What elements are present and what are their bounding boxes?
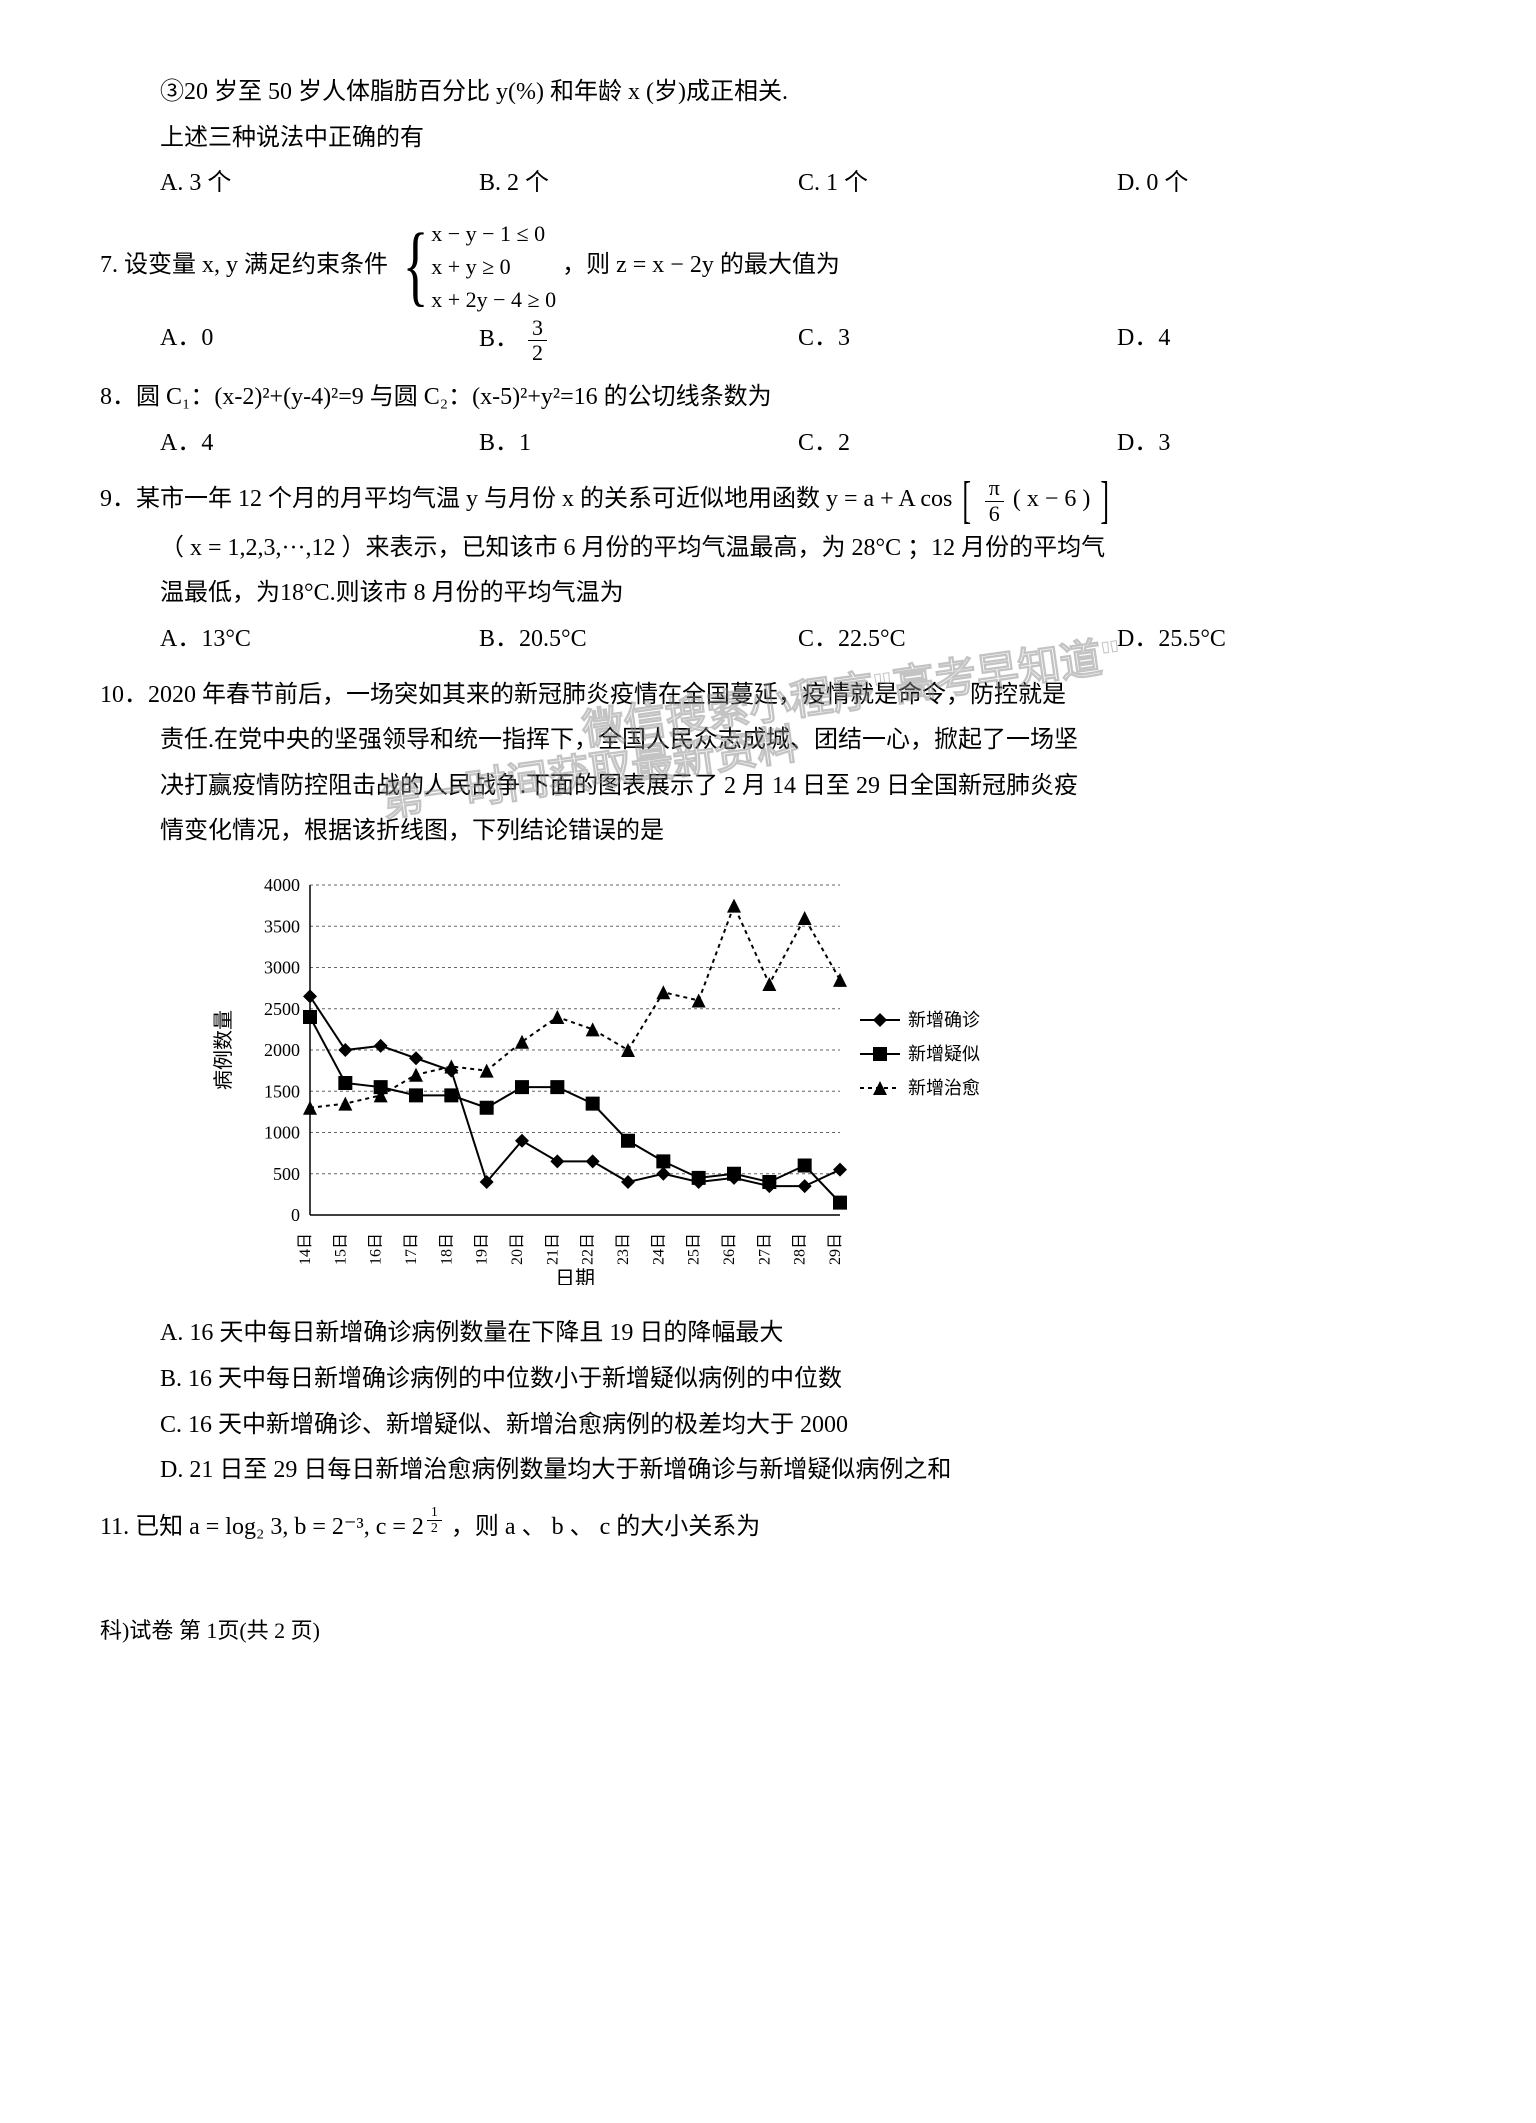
q6-choice-b: B. 2 个: [479, 161, 798, 207]
svg-text:26日: 26日: [721, 1233, 738, 1265]
q11-exp: 12: [427, 1505, 442, 1537]
q10: 10．2020 年春节前后，一场突如其来的新冠肺炎疫情在全国蔓延，疫情就是命令，…: [100, 673, 1436, 1494]
left-brace-icon: {: [403, 228, 429, 305]
svg-text:新增治愈: 新增治愈: [908, 1078, 980, 1098]
svg-text:16日: 16日: [368, 1233, 385, 1265]
svg-text:3500: 3500: [264, 916, 300, 936]
q9: 9．某市一年 12 个月的月平均气温 y 与月份 x 的关系可近似地用函数 y …: [100, 476, 1436, 525]
q7-choices: A．0 B． 3 2 C．3 D．4: [160, 316, 1436, 365]
q10-choice-d: D. 21 日至 29 日每日新增治愈病例数量均大于新增确诊与新增疑似病例之和: [160, 1448, 1436, 1494]
q10-l2: 责任.在党中央的坚强领导和统一指挥下，全国人民众志成城、团结一心，掀起了一场坚: [160, 718, 1436, 764]
q9-choice-d: D．25.5°C: [1117, 617, 1436, 663]
svg-text:14日: 14日: [297, 1233, 314, 1265]
q6-stmt3: ③20 岁至 50 岁人体脂肪百分比 y(%) 和年龄 x (岁)成正相关.: [160, 70, 1436, 116]
q9-choices: A．13°C B．20.5°C C．22.5°C D．25.5°C: [160, 617, 1436, 663]
q6-choice-a: A. 3 个: [160, 161, 479, 207]
q9-line2: （ x = 1,2,3,···,12 ）来表示，已知该市 6 月份的平均气温最高…: [160, 526, 1436, 572]
q8-choice-c: C．2: [798, 421, 1117, 467]
page-footer: 科)试卷 第 1页(共 2 页): [100, 1610, 1436, 1652]
svg-text:27日: 27日: [756, 1233, 773, 1265]
svg-text:2000: 2000: [264, 1040, 300, 1060]
q7: 7. 设变量 x, y 满足约束条件 { x − y − 1 ≤ 0 x + y…: [100, 217, 1436, 316]
q9-inside: ( x − 6 ): [1013, 487, 1091, 513]
q6-prompt: 上述三种说法中正确的有: [160, 116, 1436, 162]
q6-choice-c: C. 1 个: [798, 161, 1117, 207]
q7-choice-a: A．0: [160, 316, 479, 365]
svg-text:日期: 日期: [555, 1268, 595, 1285]
q7-c2: x + y ≥ 0: [431, 250, 556, 283]
q10-l1: 10．2020 年春节前后，一场突如其来的新冠肺炎疫情在全国蔓延，疫情就是命令，…: [100, 673, 1436, 719]
q9-lead: 9．某市一年 12 个月的月平均气温 y 与月份 x 的关系可近似地用函数 y …: [100, 487, 952, 513]
svg-text:28日: 28日: [792, 1233, 809, 1265]
q7-b-frac: 3 2: [528, 316, 547, 365]
q10-l4: 情变化情况，根据该折线图，下列结论错误的是: [160, 809, 1436, 855]
svg-text:新增疑似: 新增疑似: [908, 1044, 980, 1064]
svg-text:新增确诊: 新增确诊: [908, 1010, 980, 1030]
svg-text:24日: 24日: [650, 1233, 667, 1265]
svg-text:500: 500: [273, 1164, 300, 1184]
epidemic-chart: 0 500 1000 1500 2000 2500 3000 3500 4000 病例数量 14日 1…: [200, 865, 1020, 1302]
q11: 11. 已知 a = log₂ 3, b = 2⁻³, c = 212 ，则 a…: [100, 1504, 1436, 1551]
q7-tail: ，则 z = x − 2y 的最大值为: [562, 252, 840, 278]
svg-text:21日: 21日: [544, 1233, 561, 1265]
q8-choice-a: A．4: [160, 421, 479, 467]
q8-choice-b: B．1: [479, 421, 798, 467]
exam-page: ③20 岁至 50 岁人体脂肪百分比 y(%) 和年龄 x (岁)成正相关. 上…: [0, 0, 1536, 1692]
q8-choice-d: D．3: [1117, 421, 1436, 467]
svg-text:29日: 29日: [827, 1233, 844, 1265]
svg-text:19日: 19日: [474, 1233, 491, 1265]
svg-text:20日: 20日: [509, 1233, 526, 1265]
q11-left: 11. 已知 a = log₂ 3, b = 2⁻³, c = 2: [100, 1514, 424, 1540]
q9-choice-c: C．22.5°C: [798, 617, 1117, 663]
svg-text:1500: 1500: [264, 1081, 300, 1101]
svg-text:17日: 17日: [403, 1233, 420, 1265]
q11-right: ，则 a 、 b 、 c 的大小关系为: [451, 1514, 760, 1540]
q9-frac: π 6: [985, 476, 1004, 525]
q7-b-num: 3: [528, 316, 547, 341]
left-bracket-icon: [: [963, 478, 972, 525]
q7-choice-d: D．4: [1117, 316, 1436, 365]
q8-text: 8．圆 C₁：(x-2)²+(y-4)²=9 与圆 C₂：(x-5)²+y²=1…: [100, 375, 1436, 421]
q11-exp-num: 1: [427, 1505, 442, 1521]
q7-b-pre: B．: [479, 326, 519, 352]
q7-c3: x + 2y − 4 ≥ 0: [431, 283, 556, 316]
q7-constraints: { x − y − 1 ≤ 0 x + y ≥ 0 x + 2y − 4 ≥ 0: [394, 217, 556, 316]
q9-frac-num: π: [985, 476, 1004, 501]
svg-text:2500: 2500: [264, 999, 300, 1019]
chart-svg: 0 500 1000 1500 2000 2500 3000 3500 4000 病例数量 14日 1…: [200, 865, 1020, 1285]
q10-choice-b: B. 16 天中每日新增确诊病例的中位数小于新增疑似病例的中位数: [160, 1357, 1436, 1403]
svg-text:4000: 4000: [264, 875, 300, 895]
q7-choice-b: B． 3 2: [479, 316, 798, 365]
svg-text:0: 0: [291, 1205, 300, 1225]
q8-choices: A．4 B．1 C．2 D．3: [160, 421, 1436, 467]
svg-text:病例数量: 病例数量: [212, 1010, 235, 1090]
svg-text:18日: 18日: [438, 1233, 455, 1265]
svg-text:15日: 15日: [332, 1233, 349, 1265]
q10-l3: 决打赢疫情防控阻击战的人民战争.下面的图表展示了 2 月 14 日至 29 日全…: [160, 764, 1436, 810]
svg-text:3000: 3000: [264, 957, 300, 977]
q10-choice-c: C. 16 天中新增确诊、新增疑似、新增治愈病例的极差均大于 2000: [160, 1403, 1436, 1449]
svg-text:22日: 22日: [580, 1233, 597, 1265]
q9-frac-den: 6: [985, 502, 1004, 526]
q7-c1: x − y − 1 ≤ 0: [431, 217, 556, 250]
q7-b-den: 2: [528, 341, 547, 365]
q7-choice-c: C．3: [798, 316, 1117, 365]
svg-text:25日: 25日: [686, 1233, 703, 1265]
svg-text:23日: 23日: [615, 1233, 632, 1265]
right-bracket-icon: ]: [1101, 478, 1110, 525]
q6-choices: A. 3 个 B. 2 个 C. 1 个 D. 0 个: [160, 161, 1436, 207]
q11-exp-den: 2: [427, 1521, 442, 1536]
q10-choice-a: A. 16 天中每日新增确诊病例数量在下降且 19 日的降幅最大: [160, 1311, 1436, 1357]
q7-lead: 7. 设变量 x, y 满足约束条件: [100, 252, 388, 278]
svg-text:1000: 1000: [264, 1122, 300, 1142]
q9-choice-b: B．20.5°C: [479, 617, 798, 663]
q9-line3: 温最低，为18°C.则该市 8 月份的平均气温为: [160, 571, 1436, 617]
q9-choice-a: A．13°C: [160, 617, 479, 663]
q6-choice-d: D. 0 个: [1117, 161, 1436, 207]
